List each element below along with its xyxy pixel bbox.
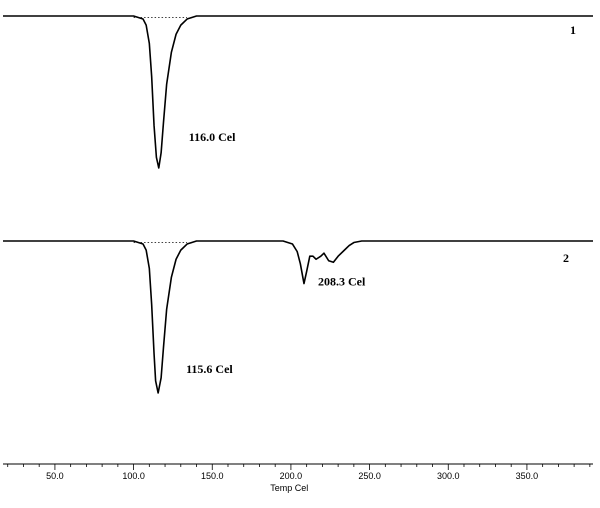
x-tick-label: 300.0: [437, 471, 460, 481]
labels-group: 1 116.0 Cel 2 115.6 Cel 208.3 Cel: [186, 23, 576, 376]
curve-number-2: 2: [563, 251, 569, 265]
x-axis-title: Temp Cel: [270, 483, 308, 493]
x-tick-label: 350.0: [516, 471, 539, 481]
curve-number-1: 1: [570, 23, 576, 37]
x-tick-label: 250.0: [358, 471, 381, 481]
x-axis-ticks: 50.0 100.0 150.0 200.0 250.0 300.0 350.0: [7, 464, 591, 481]
x-tick-label: 150.0: [201, 471, 224, 481]
x-tick-label: 200.0: [280, 471, 303, 481]
peak-label-2-2: 208.3 Cel: [318, 275, 366, 289]
x-tick-label: 50.0: [46, 471, 64, 481]
peak-label-1-1: 116.0 Cel: [189, 130, 236, 144]
dsc-curve-2: [3, 240, 593, 394]
x-axis: 50.0 100.0 150.0 200.0 250.0 300.0 350.0 Temp …: [3, 463, 593, 493]
x-tick-label: 100.0: [122, 471, 145, 481]
peak-label-2-1: 115.6 Cel: [186, 362, 233, 376]
curves-group: [3, 15, 593, 394]
dsc-curve-1: [3, 15, 593, 169]
